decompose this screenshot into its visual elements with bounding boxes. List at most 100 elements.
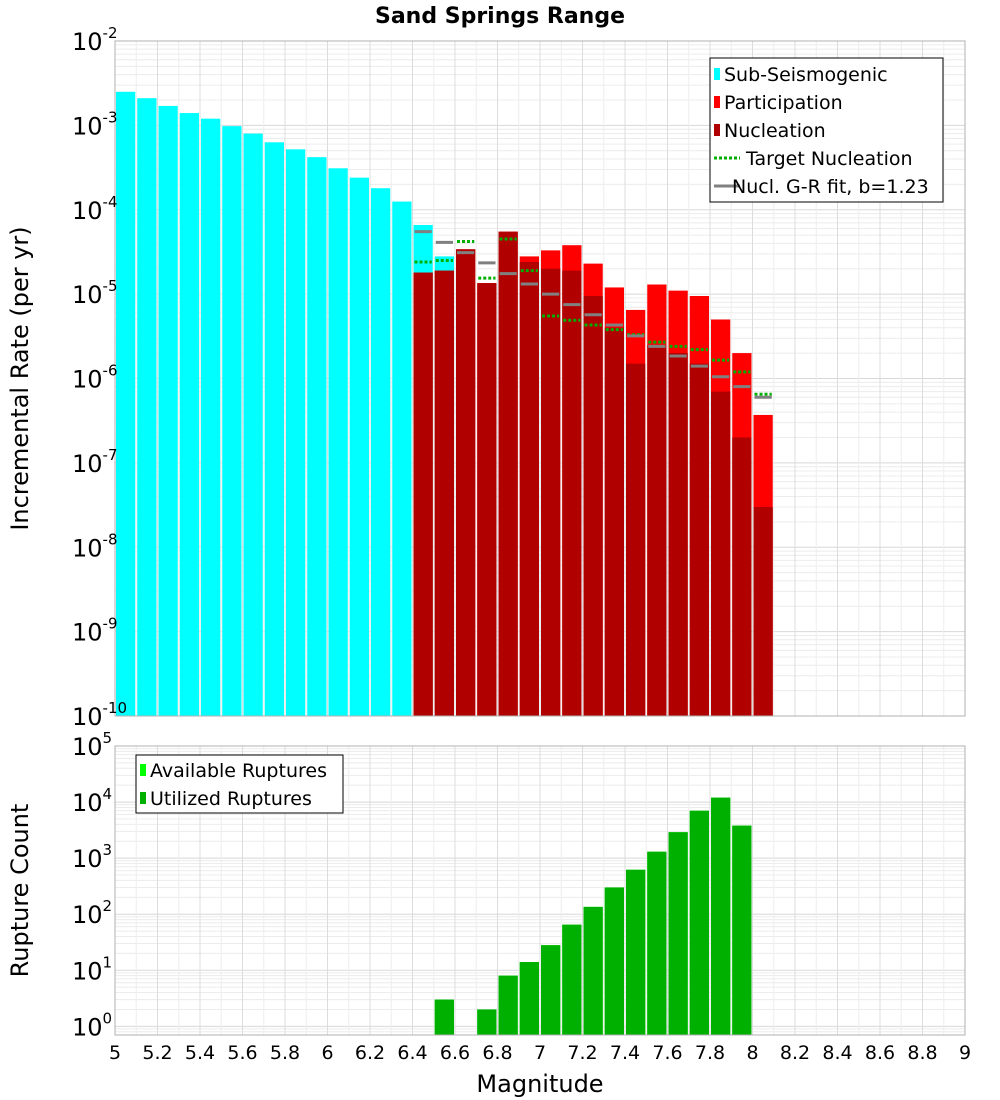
bar-sub-seismogenic — [222, 126, 242, 717]
bar-nucleation — [562, 270, 582, 716]
legend-label: Available Ruptures — [150, 760, 327, 782]
bar-nucleation — [604, 327, 624, 716]
x-tick-label: 6.2 — [355, 1042, 385, 1064]
rate-panel: 10-2 10-3 10-4 10-5 10-6 10-7 10-8 10-9 10-10 Inc… — [6, 24, 966, 731]
x-tick-label: 7.8 — [695, 1042, 725, 1064]
x-tick-label: 7.2 — [567, 1042, 597, 1064]
legend-swatch — [140, 792, 146, 804]
plot-border — [114, 40, 966, 717]
x-tick-label: 7 — [534, 1042, 546, 1064]
x-axis-label: Magnitude — [476, 1070, 603, 1098]
x-axis: 5 5.2 5.4 5.6 5.8 6 6.2 6.4 6.6 6.8 7 7.2 7.4 7.6 7.8 8… — [109, 1042, 971, 1064]
bar-nucleation — [434, 270, 454, 716]
x-tick-label: 6 — [321, 1042, 333, 1064]
x-tick-label: 8.8 — [907, 1042, 937, 1064]
bar-nucleation — [626, 363, 646, 716]
x-tick-label: 8.4 — [822, 1042, 852, 1064]
bar-nucleation — [519, 262, 539, 716]
bar-sub-seismogenic — [137, 98, 157, 716]
bar-nucleation — [753, 506, 773, 716]
y-tick-label: 10-10 — [72, 699, 127, 731]
bar-utilized-ruptures — [626, 869, 646, 1035]
bar-sub-seismogenic — [179, 113, 199, 716]
x-tick-label: 8 — [746, 1042, 758, 1064]
y-tick-label: 10-3 — [72, 108, 118, 140]
y-tick-label: 10-4 — [72, 193, 118, 225]
legend-swatch — [714, 124, 720, 136]
y-axis-label: Incremental Rate (per yr) — [6, 226, 34, 530]
y-axis-label: Rupture Count — [6, 804, 34, 978]
bar-utilized-ruptures — [562, 924, 582, 1035]
bar-nucleation — [477, 283, 497, 716]
bar-utilized-ruptures — [519, 962, 539, 1035]
bar-sub-seismogenic — [371, 188, 391, 717]
y-tick-label: 10-9 — [72, 615, 118, 647]
bar-sub-seismogenic — [286, 149, 306, 716]
y-tick-label: 103 — [72, 841, 112, 873]
x-tick-label: 6.6 — [440, 1042, 470, 1064]
bar-sub-seismogenic — [349, 177, 369, 716]
legend-label: Utilized Ruptures — [150, 788, 312, 810]
bar-nucleation — [689, 363, 709, 716]
bar-utilized-ruptures — [583, 906, 603, 1035]
x-tick-label: 5.6 — [227, 1042, 257, 1064]
legend-label: Nucleation — [724, 120, 826, 142]
x-tick-label: 6.8 — [482, 1042, 512, 1064]
x-tick-label: 7.4 — [610, 1042, 640, 1064]
bar-sub-seismogenic — [392, 201, 412, 716]
x-tick-label: 8.2 — [780, 1042, 810, 1064]
bar-nucleation — [498, 231, 518, 716]
bar-nucleation — [668, 353, 688, 716]
bar-utilized-ruptures — [689, 810, 709, 1035]
bar-sub-seismogenic — [264, 142, 284, 716]
bar-sub-seismogenic — [243, 133, 263, 717]
bar-utilized-ruptures — [434, 999, 454, 1035]
y-tick-label: 10-7 — [72, 446, 118, 478]
legend — [135, 754, 344, 814]
x-tick-label: 9 — [959, 1042, 971, 1064]
legend-label: Target Nucleation — [745, 148, 913, 170]
bar-utilized-ruptures — [498, 975, 518, 1035]
x-tick-label: 5.4 — [185, 1042, 215, 1064]
x-tick-label: 8.6 — [865, 1042, 895, 1064]
chart-title: Sand Springs Range — [375, 4, 625, 29]
x-tick-label: 5.2 — [142, 1042, 172, 1064]
bar-nucleation — [583, 296, 603, 716]
x-tick-label: 5 — [109, 1042, 121, 1064]
y-tick-label: 104 — [72, 785, 112, 817]
x-tick-label: 7.6 — [652, 1042, 682, 1064]
legend-label: Sub-Seismogenic — [724, 64, 888, 86]
legend-swatch — [714, 68, 720, 80]
bar-sub-seismogenic — [307, 157, 327, 717]
bar-sub-seismogenic — [328, 168, 348, 716]
legend-swatch — [714, 96, 720, 108]
bar-nucleation — [413, 272, 433, 716]
legend-label: Participation — [724, 92, 843, 114]
legend-swatch — [140, 764, 146, 776]
bar-nucleation — [711, 391, 731, 716]
y-tick-label: 105 — [72, 729, 112, 761]
plot-border — [114, 745, 966, 1036]
bar-utilized-ruptures — [647, 851, 667, 1035]
legend — [709, 57, 944, 203]
y-tick-label: 10-2 — [72, 24, 118, 56]
y-tick-label: 100 — [72, 1009, 112, 1041]
x-tick-label: 6.4 — [397, 1042, 427, 1064]
y-tick-label: 10-6 — [72, 362, 118, 394]
bar-sub-seismogenic — [116, 91, 136, 716]
bar-utilized-ruptures — [668, 832, 688, 1035]
bar-nucleation — [456, 249, 476, 716]
bar-nucleation — [541, 268, 561, 716]
bar-utilized-ruptures — [477, 1009, 497, 1035]
bar-nucleation — [647, 344, 667, 716]
y-tick-label: 102 — [72, 897, 112, 929]
bar-utilized-ruptures — [732, 825, 752, 1035]
bar-sub-seismogenic — [158, 105, 178, 717]
bar-utilized-ruptures — [541, 945, 561, 1035]
y-tick-label: 10-5 — [72, 277, 118, 309]
bar-sub-seismogenic — [201, 118, 221, 716]
x-tick-label: 5.8 — [270, 1042, 300, 1064]
bar-utilized-ruptures — [604, 887, 624, 1035]
y-tick-label: 101 — [72, 953, 112, 985]
